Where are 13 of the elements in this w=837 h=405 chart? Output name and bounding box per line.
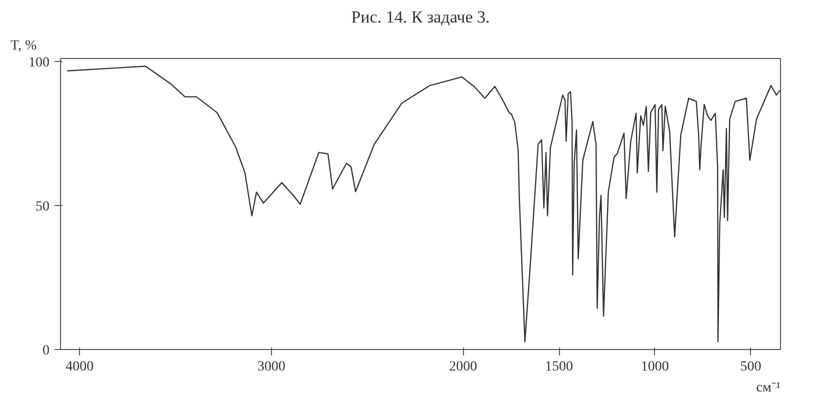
y-tick-label: 0 [42, 344, 50, 358]
x-tick-label: 2000 [449, 360, 478, 374]
y-tick-label: 50 [36, 199, 50, 214]
x-tick-label: 1500 [545, 360, 574, 374]
x-tick-label: 500 [740, 360, 762, 374]
y-tick-label: 100 [28, 55, 50, 70]
x-tick-label: 1000 [640, 360, 669, 374]
x-tick-label: 4000 [66, 360, 94, 374]
x-axis-title: см⁻¹ [756, 380, 781, 396]
chart-title: Рис. 14. К задаче 3. [351, 8, 490, 26]
y-axis-title: T, % [10, 38, 38, 54]
x-tick-label: 3000 [257, 360, 286, 374]
line-series [66, 66, 780, 342]
